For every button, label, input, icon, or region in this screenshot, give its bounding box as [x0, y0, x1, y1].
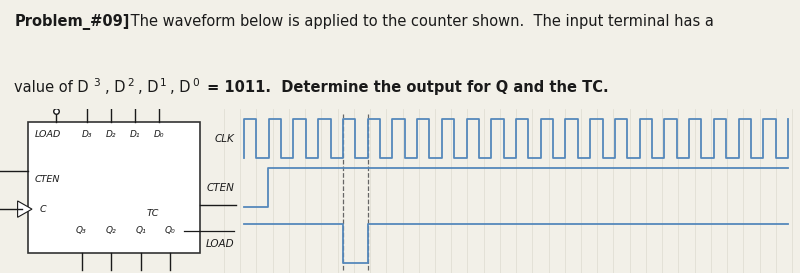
Text: Q₀: Q₀ — [165, 226, 175, 235]
Text: D₂: D₂ — [106, 130, 116, 140]
Text: D₁: D₁ — [130, 130, 140, 140]
Text: 0: 0 — [192, 78, 198, 88]
Text: Q₃: Q₃ — [76, 226, 86, 235]
Text: LOAD: LOAD — [34, 130, 61, 140]
Text: Q₂: Q₂ — [106, 226, 116, 235]
Text: = 1011.  Determine the output for Q and the TC.: = 1011. Determine the output for Q and t… — [202, 80, 609, 95]
Text: LOAD: LOAD — [206, 239, 234, 248]
Text: D₃: D₃ — [82, 130, 92, 140]
Text: The waveform below is applied to the counter shown.  The input terminal has a: The waveform below is applied to the cou… — [126, 14, 714, 29]
Text: Problem_#09]: Problem_#09] — [14, 14, 130, 30]
Text: value of D: value of D — [14, 80, 89, 95]
Text: 1: 1 — [160, 78, 166, 88]
Text: , D: , D — [170, 80, 191, 95]
Text: TC: TC — [146, 209, 158, 218]
Polygon shape — [18, 201, 32, 217]
Text: CTEN: CTEN — [34, 175, 60, 184]
Text: CLK: CLK — [214, 134, 234, 144]
Text: , D: , D — [138, 80, 158, 95]
Text: D₀: D₀ — [154, 130, 164, 140]
Text: Q₁: Q₁ — [135, 226, 146, 235]
Bar — [28, 122, 200, 253]
Text: 2: 2 — [127, 78, 134, 88]
Text: , D: , D — [105, 80, 126, 95]
Text: C: C — [39, 205, 46, 213]
Text: CTEN: CTEN — [206, 183, 234, 193]
Text: 3: 3 — [93, 78, 99, 88]
